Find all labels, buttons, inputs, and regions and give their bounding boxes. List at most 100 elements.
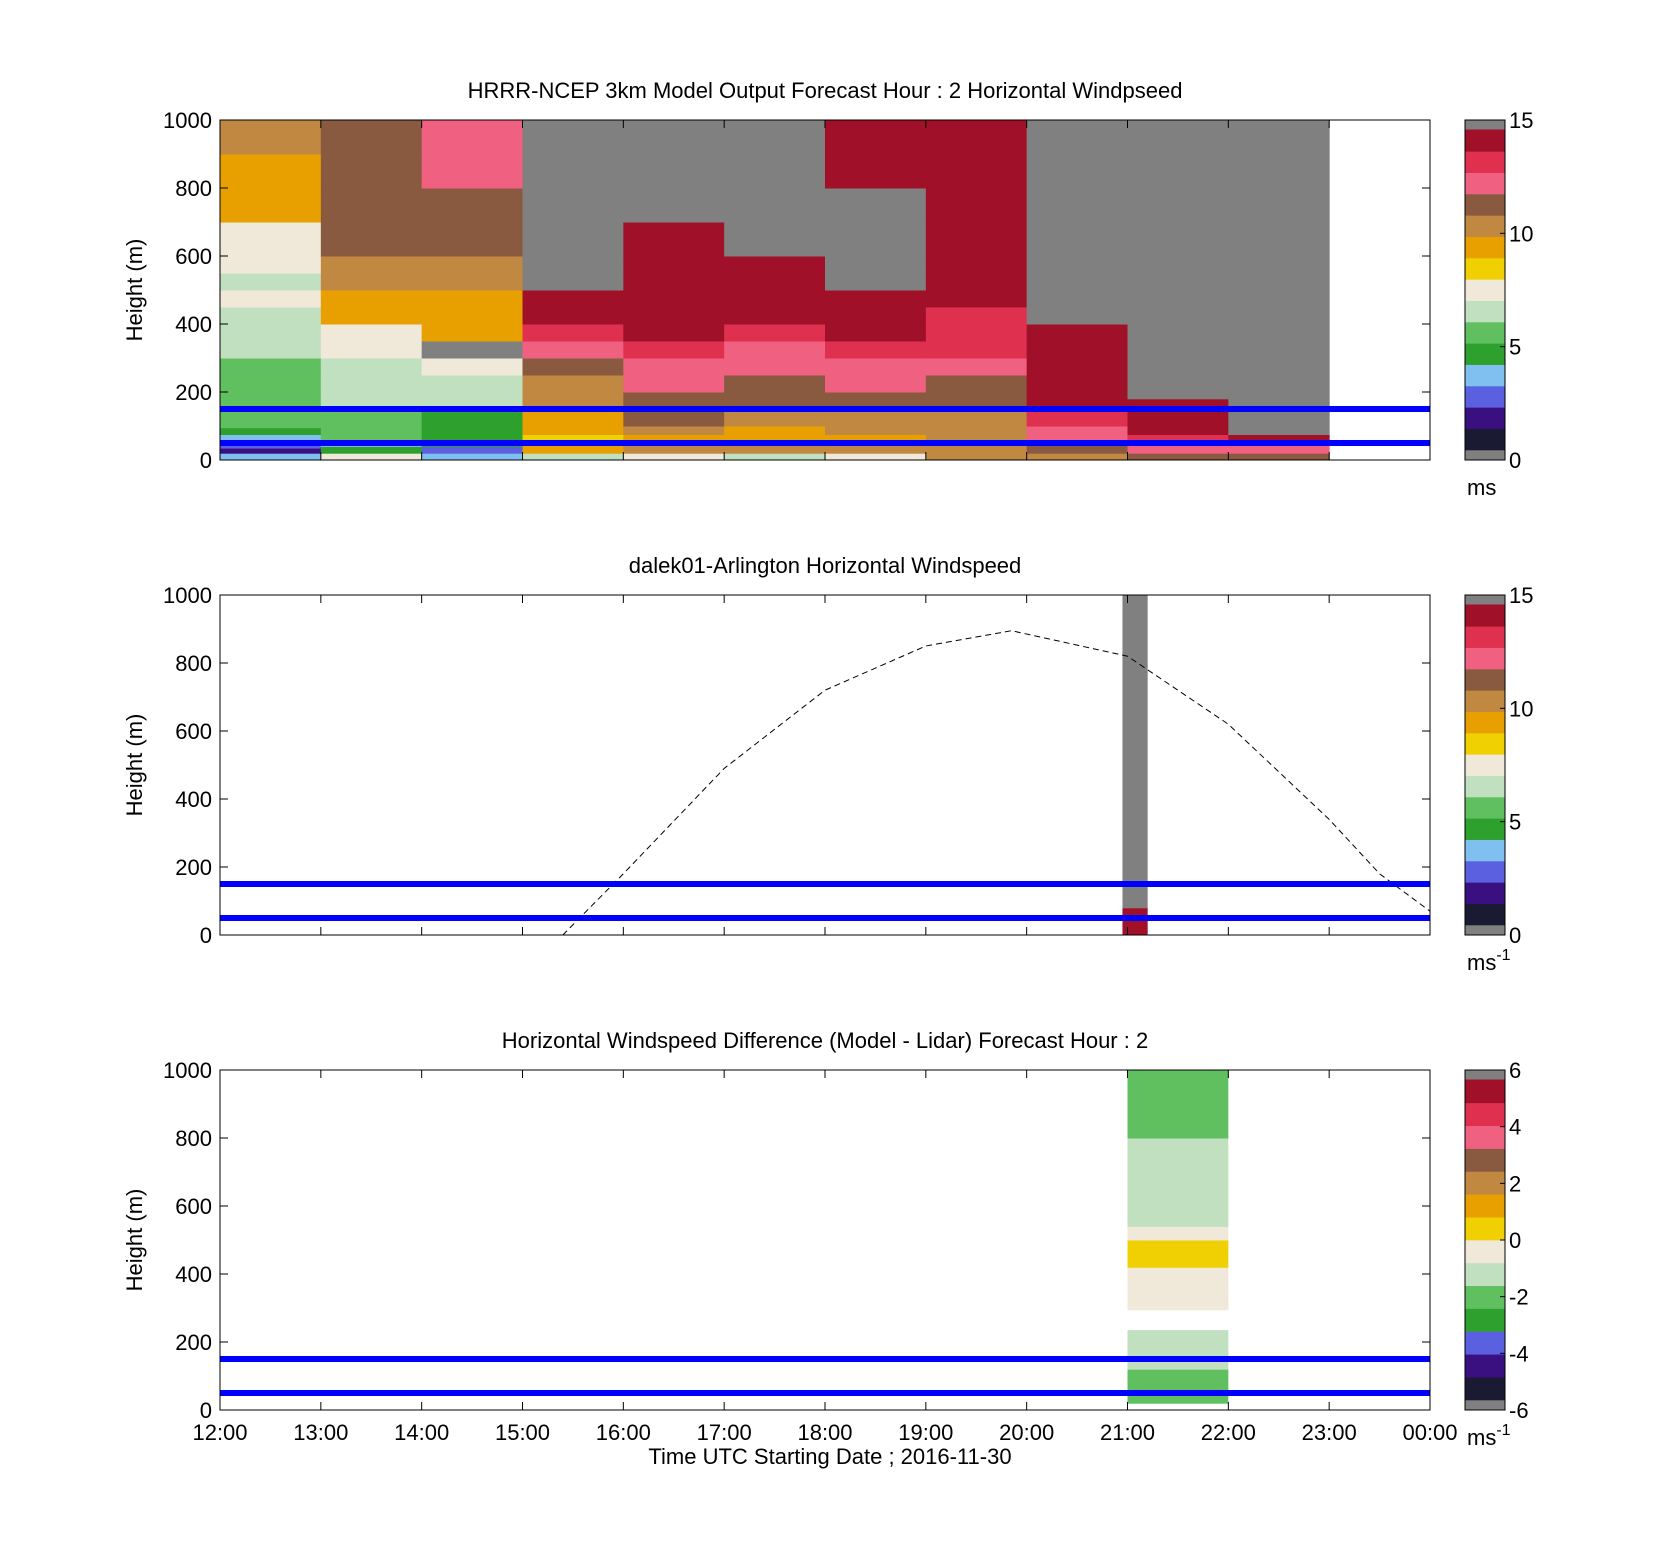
- colorbar-cap: [1465, 120, 1505, 130]
- heatmap-cell: [1127, 1369, 1229, 1391]
- y-tick-label: 0: [200, 923, 212, 948]
- colorbar-swatch: [1465, 881, 1505, 904]
- heatmap-cell: [421, 324, 523, 342]
- heatmap-cell: [320, 409, 423, 427]
- colorbar-tick-label: 10: [1509, 221, 1533, 246]
- heatmap-cell: [724, 120, 826, 257]
- heatmap-cell: [421, 222, 523, 257]
- y-tick-label: 1000: [163, 583, 212, 608]
- colorbar-swatch: [1465, 796, 1505, 819]
- y-tick-label: 600: [175, 1194, 212, 1219]
- heatmap-cell: [1127, 453, 1229, 461]
- panel-2: 0 200 400 600 800 1000 dalek01-Arlington Horiz…: [122, 553, 1533, 975]
- heatmap-cell: [925, 392, 1028, 410]
- heatmap-cell: [320, 426, 423, 441]
- heatmap-cell: [925, 188, 1028, 223]
- colorbar-unit: ms-1: [1467, 947, 1511, 975]
- heatmap-cell: [220, 375, 322, 393]
- heatmap-cell: [925, 154, 1028, 189]
- heatmap-cell: [220, 188, 322, 223]
- heatmap-cell: [724, 443, 826, 454]
- heatmap-cell: [623, 392, 725, 410]
- y-tick-label: 400: [175, 312, 212, 337]
- heatmap-cell: [825, 188, 927, 291]
- heatmap-cell: [1228, 434, 1330, 444]
- heatmap-cell: [825, 120, 927, 189]
- heatmap-cell: [623, 324, 725, 342]
- colorbar-swatch: [1465, 1353, 1505, 1378]
- heatmap-cell: [220, 409, 322, 422]
- panel-3: 12:00 13:00 14:00 15:00 16:00 17:00 18:00 19:00…: [122, 1028, 1529, 1450]
- y-tick-label: 600: [175, 244, 212, 269]
- heatmap-cell: [522, 453, 624, 461]
- heatmap-cell: [1026, 324, 1128, 342]
- heatmap-cell: [825, 409, 927, 427]
- heatmap-cell: [724, 324, 826, 342]
- heatmap-cell: [1122, 595, 1148, 909]
- panel-title: dalek01-Arlington Horizontal Windspeed: [629, 553, 1022, 578]
- y-tick-label: 1000: [163, 108, 212, 133]
- colorbar-swatch: [1465, 775, 1505, 798]
- colorbar-tick-label: 4: [1509, 1115, 1521, 1140]
- colorbar-swatch: [1465, 428, 1505, 451]
- y-tick-label: 200: [175, 855, 212, 880]
- heatmap-cell: [1026, 434, 1128, 444]
- heatmap-cell: [220, 290, 322, 308]
- colorbar-swatch: [1465, 385, 1505, 408]
- heatmap-cell: [320, 154, 423, 189]
- heatmap-cell: [220, 392, 322, 410]
- heatmap-cell: [1127, 1240, 1229, 1251]
- colorbar-swatch: [1465, 604, 1505, 627]
- heatmap-cell: [825, 341, 927, 359]
- heatmap-cell: [1122, 931, 1148, 936]
- heatmap-cell: [623, 256, 725, 274]
- heatmap-cell: [1122, 919, 1148, 933]
- colorbar-cap: [1465, 1400, 1505, 1410]
- heatmap-cell: [421, 256, 523, 291]
- heatmap-cell: [1127, 426, 1229, 435]
- heatmap-cell: [623, 341, 725, 359]
- heatmap-cell: [623, 375, 725, 393]
- y-tick-label: 400: [175, 787, 212, 812]
- x-tick-label: 15:00: [495, 1420, 550, 1445]
- colorbar-swatch: [1465, 342, 1505, 365]
- x-tick-label: 19:00: [898, 1420, 953, 1445]
- heatmap-cell: [825, 443, 927, 454]
- heatmap-cell: [522, 409, 624, 427]
- colorbar-swatch: [1465, 300, 1505, 323]
- heatmap-cell: [825, 358, 927, 376]
- heatmap-cell: [1127, 1121, 1229, 1139]
- heatmap-cell: [320, 256, 423, 291]
- heatmap-cell: [1026, 453, 1128, 461]
- heatmap-cell: [623, 290, 725, 308]
- colorbar-swatch: [1465, 1193, 1505, 1218]
- colorbar-swatch: [1465, 1170, 1505, 1195]
- heatmap-cell: [623, 307, 725, 325]
- heatmap-cell: [522, 375, 624, 393]
- heatmap-cell: [1127, 398, 1229, 410]
- heatmap-cell: [724, 256, 826, 274]
- heatmap-cell: [825, 434, 927, 444]
- heatmap-cell: [1127, 1155, 1229, 1173]
- heatmap-cell: [421, 341, 523, 359]
- heatmap-cell: [220, 427, 322, 435]
- colorbar-tick-label: 15: [1509, 108, 1533, 133]
- x-tick-label: 14:00: [394, 1420, 449, 1445]
- x-tick-label: 21:00: [1100, 1420, 1155, 1445]
- heatmap-cell: [220, 120, 322, 155]
- colorbar-tick-label: 15: [1509, 583, 1533, 608]
- heatmap-cell: [1127, 1250, 1229, 1268]
- heatmap-cell: [925, 341, 1028, 359]
- heatmap-cell: [220, 420, 322, 429]
- heatmap-cell: [522, 290, 624, 308]
- heatmap-cell: [320, 392, 423, 410]
- colorbar-cap: [1465, 450, 1505, 460]
- colorbar-swatch: [1465, 1330, 1505, 1355]
- colorbar-swatch: [1465, 753, 1505, 776]
- heatmap-cell: [724, 426, 826, 435]
- heatmap-cell: [1127, 434, 1229, 444]
- plot-area: [220, 595, 1430, 935]
- colorbar-swatch: [1465, 1102, 1505, 1127]
- heatmap-cell: [825, 324, 927, 342]
- heatmap-cell: [825, 307, 927, 325]
